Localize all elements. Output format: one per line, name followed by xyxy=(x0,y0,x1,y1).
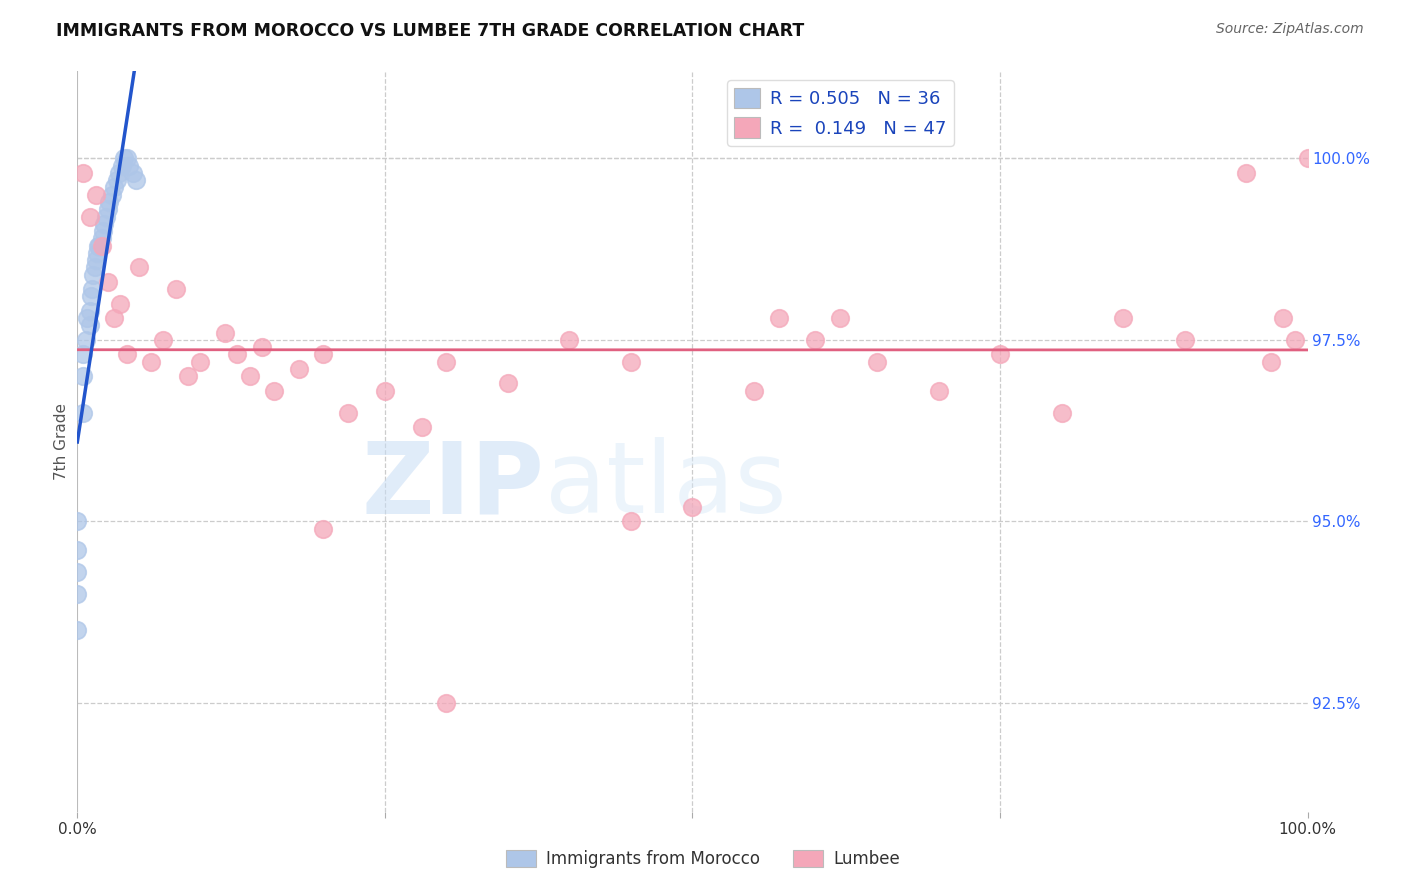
Point xyxy=(226,347,249,361)
Point xyxy=(411,420,433,434)
Point xyxy=(374,384,396,398)
Point xyxy=(79,210,101,224)
Text: ZIP: ZIP xyxy=(361,437,546,534)
Point xyxy=(82,268,104,282)
Point xyxy=(620,354,643,368)
Point xyxy=(72,405,94,419)
Point xyxy=(263,384,285,398)
Point xyxy=(90,238,114,252)
Point xyxy=(1050,405,1073,419)
Point xyxy=(82,282,104,296)
Point xyxy=(1296,152,1319,166)
Point xyxy=(988,347,1011,361)
Point xyxy=(118,159,141,173)
Point xyxy=(928,384,950,398)
Point xyxy=(165,282,187,296)
Point xyxy=(89,238,111,252)
Point xyxy=(141,354,163,368)
Legend: R = 0.505   N = 36, R =  0.149   N = 47: R = 0.505 N = 36, R = 0.149 N = 47 xyxy=(727,80,955,145)
Point xyxy=(115,152,138,166)
Point xyxy=(72,369,94,384)
Point xyxy=(103,311,125,326)
Point xyxy=(1284,333,1306,347)
Point xyxy=(103,180,125,194)
Point xyxy=(84,253,107,268)
Point xyxy=(190,354,212,368)
Y-axis label: 7th Grade: 7th Grade xyxy=(53,403,69,480)
Point xyxy=(250,340,273,354)
Point xyxy=(98,194,121,209)
Point xyxy=(239,369,262,384)
Point xyxy=(804,333,827,347)
Point xyxy=(121,166,143,180)
Point xyxy=(110,296,132,310)
Point xyxy=(830,311,852,326)
Point xyxy=(111,159,134,173)
Point xyxy=(1234,166,1257,180)
Point xyxy=(177,369,200,384)
Point xyxy=(125,173,148,187)
Point xyxy=(288,362,311,376)
Point xyxy=(101,187,124,202)
Point xyxy=(80,289,103,303)
Point xyxy=(128,260,150,275)
Point xyxy=(768,311,790,326)
Point xyxy=(620,515,643,529)
Point xyxy=(108,166,131,180)
Point xyxy=(866,354,889,368)
Point xyxy=(91,224,114,238)
Point xyxy=(83,260,105,275)
Point xyxy=(79,318,101,333)
Point xyxy=(1272,311,1295,326)
Point xyxy=(66,587,89,601)
Point xyxy=(105,173,128,187)
Point xyxy=(436,696,458,710)
Point xyxy=(93,217,115,231)
Point xyxy=(90,231,114,245)
Point xyxy=(558,333,581,347)
Point xyxy=(1260,354,1282,368)
Point xyxy=(1174,333,1197,347)
Point xyxy=(682,500,704,514)
Point xyxy=(76,311,98,326)
Point xyxy=(66,565,89,579)
Point xyxy=(112,152,135,166)
Point xyxy=(75,333,97,347)
Point xyxy=(66,515,89,529)
Point xyxy=(72,347,94,361)
Text: IMMIGRANTS FROM MOROCCO VS LUMBEE 7TH GRADE CORRELATION CHART: IMMIGRANTS FROM MOROCCO VS LUMBEE 7TH GR… xyxy=(56,22,804,40)
Point xyxy=(87,238,110,252)
Point xyxy=(84,187,107,202)
Point xyxy=(72,166,94,180)
Point xyxy=(1112,311,1135,326)
Legend: Immigrants from Morocco, Lumbee: Immigrants from Morocco, Lumbee xyxy=(499,843,907,875)
Point xyxy=(312,347,335,361)
Point xyxy=(94,210,117,224)
Point xyxy=(79,304,101,318)
Point xyxy=(312,522,335,536)
Point xyxy=(152,333,174,347)
Point xyxy=(496,376,519,391)
Point xyxy=(66,624,89,638)
Point xyxy=(66,543,89,558)
Point xyxy=(337,405,360,419)
Point xyxy=(436,354,458,368)
Point xyxy=(214,326,236,340)
Point xyxy=(97,275,120,289)
Text: atlas: atlas xyxy=(546,437,786,534)
Point xyxy=(97,202,120,217)
Text: Source: ZipAtlas.com: Source: ZipAtlas.com xyxy=(1216,22,1364,37)
Point xyxy=(742,384,765,398)
Point xyxy=(86,245,108,260)
Point xyxy=(115,347,138,361)
